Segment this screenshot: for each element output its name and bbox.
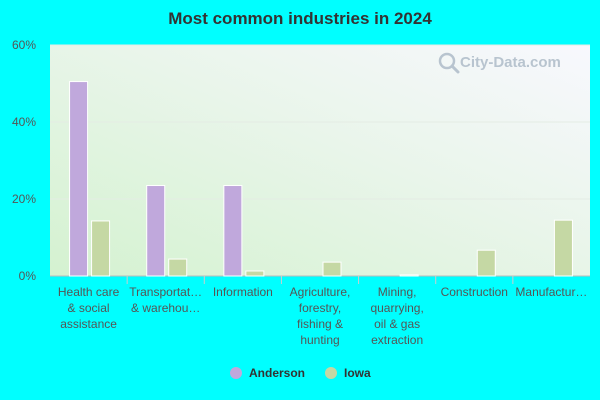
bar-iowa (168, 258, 188, 277)
x-tick-label: Agriculture, forestry, fishing & hunting (290, 285, 351, 347)
bar-iowa (91, 220, 111, 277)
watermark: City-Data.com (438, 52, 561, 74)
x-tick-label: Information (213, 285, 273, 299)
x-tick-label: Transportat… & warehou… (129, 285, 202, 315)
bar-anderson (146, 185, 166, 277)
y-tick-label: 0% (19, 269, 37, 283)
bar-iowa (476, 249, 496, 277)
chart-title: Most common industries in 2024 (168, 9, 432, 28)
x-tick-label: Mining, quarrying, oil & gas extraction (370, 285, 423, 347)
plot-area (50, 45, 590, 276)
gridlines (50, 44, 590, 284)
y-tick-label: 60% (12, 38, 36, 52)
bars (69, 81, 573, 277)
magnifier-icon (438, 52, 460, 74)
x-tick-label: Construction (441, 285, 508, 299)
legend-swatch-iowa (325, 367, 337, 379)
y-axis-ticks: 0% 20% 40% 60% (12, 38, 36, 283)
x-tick-label: Manufactur… (515, 285, 587, 299)
x-axis-ticks: Health care & social assistance Transportat… (58, 285, 588, 347)
bar-iowa (245, 270, 265, 277)
legend-swatch-anderson (230, 367, 242, 379)
x-tick-label: Health care & social assistance (58, 285, 120, 331)
bar-iowa (322, 261, 342, 277)
legend-label-iowa: Iowa (344, 366, 371, 380)
bar-anderson (69, 81, 89, 277)
bar-iowa (553, 219, 573, 277)
watermark-text: City-Data.com (460, 54, 561, 71)
bar-anderson (223, 185, 243, 277)
legend-label-anderson: Anderson (249, 366, 305, 380)
y-tick-label: 40% (12, 115, 36, 129)
legend: Anderson Iowa (230, 366, 371, 380)
bar-iowa (399, 274, 419, 277)
y-tick-label: 20% (12, 192, 36, 206)
